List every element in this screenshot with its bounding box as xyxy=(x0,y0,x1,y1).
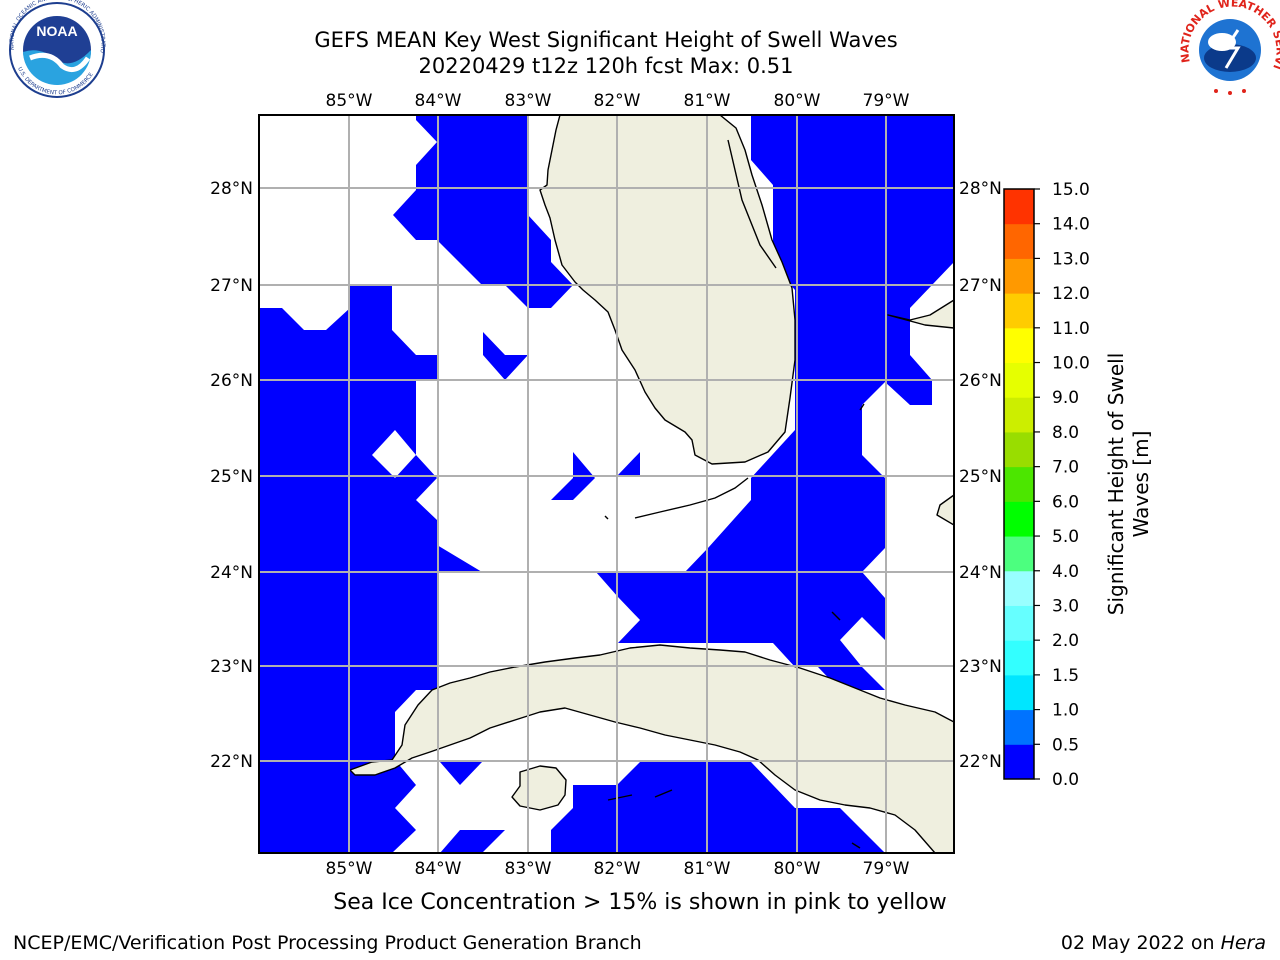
colorbar-tick-label: 5.0 xyxy=(1052,527,1079,547)
colorbar-swatch xyxy=(1004,327,1034,364)
colorbar-swatch xyxy=(1004,362,1034,398)
credit-host: Hera xyxy=(1220,932,1266,954)
lat-label-right: 26°N xyxy=(959,371,1002,391)
lat-label-left: 23°N xyxy=(210,657,253,677)
colorbar-swatch xyxy=(1004,397,1034,433)
lon-label-bottom: 81°W xyxy=(684,859,731,879)
lat-label-left: 22°N xyxy=(210,752,253,772)
graticule xyxy=(259,115,954,853)
lon-label-top: 80°W xyxy=(774,91,821,111)
colorbar-label-line1: Significant Height of Swell xyxy=(1104,353,1128,615)
colorbar-swatch xyxy=(1004,258,1034,294)
colorbar-label-line2: Waves [m] xyxy=(1129,431,1153,538)
noaa-logo-text: NOAA xyxy=(36,23,77,39)
colorbar-tick-label: 7.0 xyxy=(1052,458,1079,478)
colorbar-tick-label: 4.0 xyxy=(1052,562,1079,582)
sea-ice-note: Sea Ice Concentration > 15% is shown in … xyxy=(333,890,947,915)
colorbar-swatch xyxy=(1004,501,1034,537)
colorbar-frame xyxy=(1003,188,1035,780)
colorbar-tick-label: 0.5 xyxy=(1052,735,1079,755)
colorbar-swatch xyxy=(1004,293,1034,329)
colorbar-swatch xyxy=(1004,605,1034,641)
colorbar-swatch xyxy=(1004,536,1034,572)
colorbar-swatch xyxy=(1004,674,1034,711)
noaa-logo-icon: NOAA NATIONAL OCEANIC AND ATMOSPHERIC AD… xyxy=(0,0,105,98)
lon-label-bottom: 80°W xyxy=(774,859,821,879)
colorbar-tick-label: 15.0 xyxy=(1052,180,1090,200)
colorbar-swatch xyxy=(1004,431,1034,468)
lon-label-top: 79°W xyxy=(863,91,910,111)
colorbar-tick-label: 3.0 xyxy=(1052,596,1079,616)
lat-label-right: 27°N xyxy=(959,276,1002,296)
lat-label-left: 26°N xyxy=(210,371,253,391)
lat-label-right: 28°N xyxy=(959,179,1002,199)
colorbar-tick-label: 0.0 xyxy=(1052,770,1079,790)
colorbar-swatch xyxy=(1004,223,1034,259)
svg-text:NATIONAL WEATHER SERVICE: NATIONAL WEATHER SERVICE xyxy=(0,0,1280,71)
lon-label-top: 83°W xyxy=(505,91,552,111)
lat-label-right: 25°N xyxy=(959,467,1002,487)
credit-date-host: 02 May 2022 on Hera xyxy=(1061,932,1266,954)
colorbar-tick-label: 1.0 xyxy=(1052,701,1079,721)
colorbar-tick-label: 14.0 xyxy=(1052,215,1090,235)
colorbar-tick-label: 6.0 xyxy=(1052,492,1079,512)
lat-label-left: 25°N xyxy=(210,467,253,487)
lat-label-left: 28°N xyxy=(210,179,253,199)
florida-keys xyxy=(604,139,865,849)
colorbar-swatch xyxy=(1004,189,1034,225)
colorbar-tick-label: 2.0 xyxy=(1052,631,1079,651)
lon-label-top: 85°W xyxy=(326,91,373,111)
colorbar-swatch xyxy=(1004,744,1034,780)
lat-label-left: 24°N xyxy=(210,563,253,583)
nws-ring-text: NATIONAL WEATHER SERVICE xyxy=(0,0,1280,71)
colorbar-ticks: 0.0 0.5 1.0 1.5 2.0 3.0 4.0 5.0 6.0 7.0 8.0 9.0 10.0… xyxy=(1034,180,1090,790)
colorbar-tick-label: 9.0 xyxy=(1052,388,1079,408)
colorbar-swatches xyxy=(1004,189,1034,780)
colorbar-tick-label: 10.0 xyxy=(1052,354,1090,374)
lat-label-left: 27°N xyxy=(210,276,253,296)
lon-label-bottom: 84°W xyxy=(415,859,462,879)
colorbar-swatch xyxy=(1004,570,1034,606)
colorbar-swatch xyxy=(1004,466,1034,502)
colorbar-tick-label: 12.0 xyxy=(1052,284,1090,304)
colorbar: 0.0 0.5 1.0 1.5 2.0 3.0 4.0 5.0 6.0 7.0 8.0 9.0 10.0… xyxy=(1003,180,1153,790)
nws-logo-icon: NATIONAL WEATHER SERVICE xyxy=(0,0,1280,98)
colorbar-tick-label: 1.5 xyxy=(1052,666,1079,686)
colorbar-tick-label: 8.0 xyxy=(1052,423,1079,443)
lon-label-bottom: 82°W xyxy=(594,859,641,879)
lon-label-top: 82°W xyxy=(594,91,641,111)
lat-label-right: 22°N xyxy=(959,752,1002,772)
credit-date: 02 May 2022 on xyxy=(1060,932,1221,954)
land-masses xyxy=(349,115,954,853)
colorbar-swatch xyxy=(1004,640,1034,676)
plot-title: GEFS MEAN Key West Significant Height of… xyxy=(314,28,898,52)
lon-label-top: 84°W xyxy=(415,91,462,111)
map-frame xyxy=(258,114,955,854)
lon-label-top: 81°W xyxy=(684,91,731,111)
colorbar-tick-label: 13.0 xyxy=(1052,249,1090,269)
lon-label-bottom: 83°W xyxy=(505,859,552,879)
lat-label-right: 24°N xyxy=(959,563,1002,583)
lon-label-bottom: 79°W xyxy=(863,859,910,879)
plot-subtitle: 20220429 t12z 120h fcst Max: 0.51 xyxy=(418,54,794,78)
lon-label-bottom: 85°W xyxy=(326,859,373,879)
colorbar-tick-label: 11.0 xyxy=(1052,319,1090,339)
lat-label-right: 23°N xyxy=(959,657,1002,677)
colorbar-swatch xyxy=(1004,709,1034,745)
credit-branch: NCEP/EMC/Verification Post Processing Pr… xyxy=(13,932,642,954)
